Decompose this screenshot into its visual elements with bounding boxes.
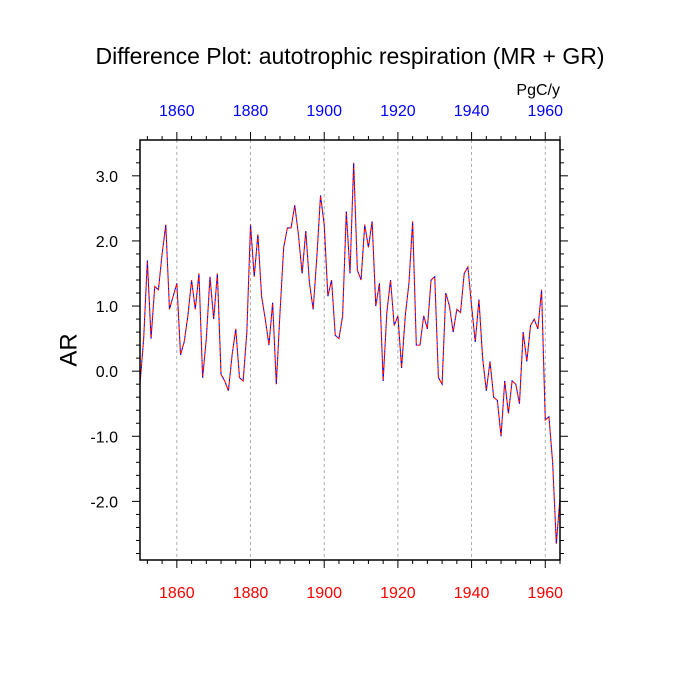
x-tick-label-bottom: 1900	[306, 585, 342, 602]
tick-labels: 1860 1860 1880 1880 1900 1900 1920 1920 1940 1940…	[90, 103, 563, 602]
series-layer	[139, 162, 561, 544]
series-line-red	[139, 162, 561, 544]
x-tick-label-bottom: 1860	[159, 585, 195, 602]
x-tick-label-bottom: 1960	[527, 585, 563, 602]
x-tick-label-top: 1940	[454, 103, 490, 120]
x-tick-label-top: 1900	[306, 103, 342, 120]
minor-ticks	[136, 136, 564, 564]
y-tick-label: 2.0	[96, 234, 118, 251]
series-line-blue	[139, 162, 561, 544]
chart-title: Difference Plot: autotrophic respiration…	[96, 43, 605, 69]
x-tick-label-bottom: 1940	[454, 585, 490, 602]
x-tick-label-top: 1960	[527, 103, 563, 120]
y-tick-label: -1.0	[90, 429, 118, 446]
units-label: PgC/y	[516, 82, 560, 99]
major-ticks	[132, 132, 568, 568]
y-tick-label: -2.0	[90, 494, 118, 511]
x-tick-label-bottom: 1920	[380, 585, 416, 602]
y-tick-label: 0.0	[96, 364, 118, 381]
y-tick-label: 3.0	[96, 169, 118, 186]
plot-frame	[139, 139, 561, 561]
x-tick-label-top: 1860	[159, 103, 195, 120]
y-tick-label: 1.0	[96, 299, 118, 316]
x-tick-label-bottom: 1880	[233, 585, 269, 602]
y-axis-label: AR	[55, 333, 82, 366]
x-tick-label-top: 1880	[233, 103, 269, 120]
vertical-gridlines	[176, 140, 546, 560]
x-tick-label-top: 1920	[380, 103, 416, 120]
